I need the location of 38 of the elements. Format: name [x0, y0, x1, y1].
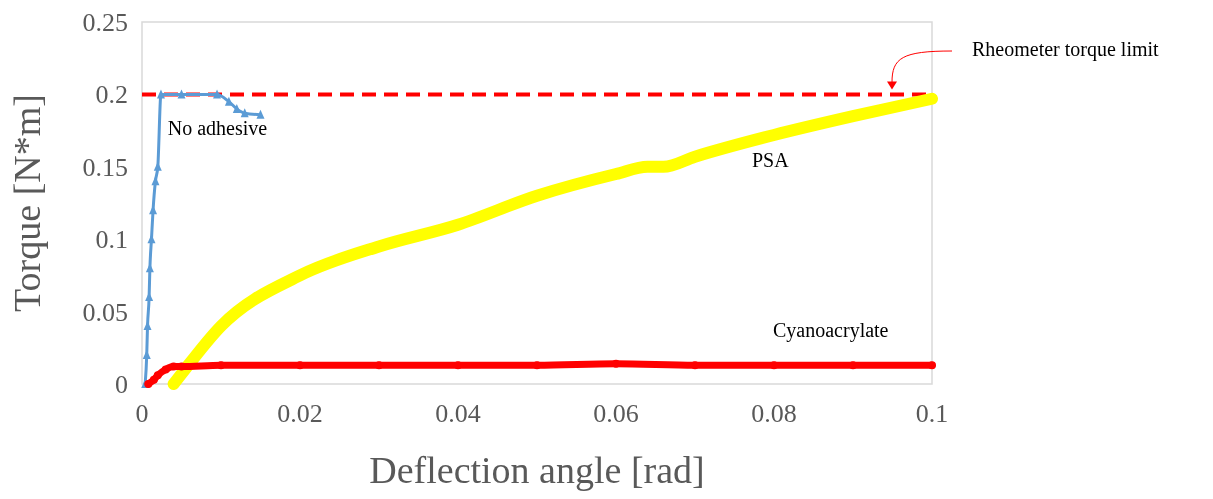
point [156, 89, 165, 99]
x-tick-label: 0.02 [277, 399, 323, 428]
x-tick-label: 0.1 [915, 399, 949, 428]
point [177, 89, 186, 99]
series-label: Cyanoacrylate [773, 319, 889, 343]
x-axis-title: Deflection angle [rad] [369, 449, 705, 491]
y-tick-label: 0.2 [95, 80, 128, 110]
point [213, 89, 222, 99]
y-tick-label: 0.25 [82, 8, 128, 37]
x-tick-label: 0.08 [751, 399, 797, 428]
series-label: PSA [752, 148, 790, 171]
y-tick-label: 0.15 [82, 152, 128, 182]
point [224, 96, 233, 106]
x-tick-label: 0.04 [435, 399, 481, 428]
y-axis-title: Torque [N*m] [6, 94, 48, 312]
point [296, 361, 304, 370]
point [691, 361, 699, 370]
point [770, 361, 778, 370]
point [928, 361, 936, 370]
y-tick-label: 0 [115, 370, 128, 399]
point [849, 361, 857, 370]
point [232, 103, 241, 113]
x-tick-label: 0 [135, 399, 149, 428]
point [240, 108, 249, 118]
point [375, 361, 383, 370]
point [256, 109, 265, 119]
point [153, 371, 162, 380]
y-tick-label: 0.1 [95, 225, 128, 255]
ref-line-label: Rheometer torque limit [972, 38, 1160, 61]
point [533, 361, 541, 370]
point [151, 176, 160, 186]
point [612, 359, 620, 368]
y-tick-label: 0.05 [82, 297, 128, 327]
x-tick-label: 0.06 [593, 399, 639, 428]
series-label: No adhesive [167, 116, 268, 139]
point [454, 361, 462, 370]
point [217, 361, 225, 370]
point [161, 365, 170, 374]
